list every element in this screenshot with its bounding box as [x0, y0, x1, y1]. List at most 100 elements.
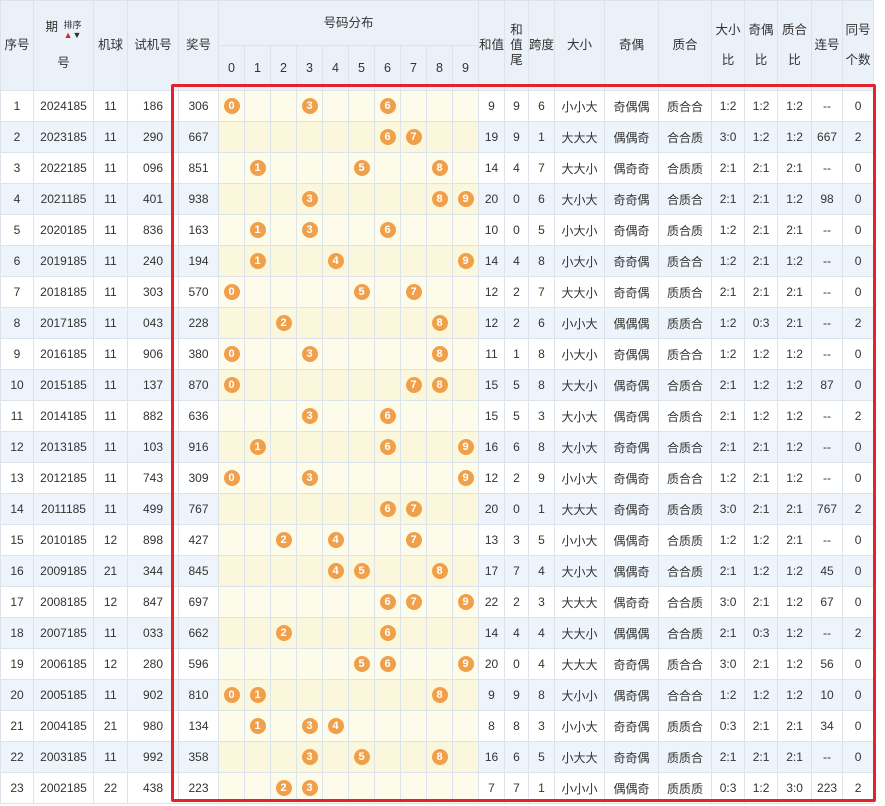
table-row: 14 2011185 11 499 767 6 7 20 0 1 大大大 奇偶奇 质合质 3:0 2:1 2:… — [0, 493, 875, 525]
cell-digit-5 — [348, 462, 375, 494]
cell-same-count: 0 — [842, 524, 875, 556]
header-digit-6: 6 — [374, 45, 401, 91]
cell-digit-9 — [452, 524, 479, 556]
cell-odd-even: 奇奇偶 — [604, 648, 660, 680]
cell-digit-3 — [296, 152, 323, 184]
cell-sum-tail: 0 — [504, 648, 530, 680]
cell-digit-5 — [348, 214, 375, 246]
cell-sum-tail: 3 — [504, 524, 530, 556]
cell-bs-ratio: 2:1 — [711, 369, 746, 401]
cell-trial: 980 — [127, 710, 179, 742]
cell-digit-6: 6 — [374, 121, 401, 153]
sort-down-icon[interactable]: ▼ — [72, 30, 82, 41]
cell-seq: 5 — [0, 214, 34, 246]
digit-ball: 7 — [405, 532, 422, 548]
cell-digit-1 — [244, 648, 271, 680]
digit-ball: 5 — [353, 284, 370, 300]
cell-consecutive: 223 — [811, 772, 844, 804]
cell-sum-tail: 2 — [504, 462, 530, 494]
cell-digit-5 — [348, 431, 375, 463]
digit-ball: 4 — [327, 718, 344, 734]
cell-sum-tail: 6 — [504, 431, 530, 463]
cell-trial: 290 — [127, 121, 179, 153]
cell-digit-3: 3 — [296, 214, 323, 246]
cell-prime-composite: 质质合 — [658, 741, 713, 773]
cell-digit-0 — [218, 121, 245, 153]
digit-ball: 4 — [327, 563, 344, 579]
table-row: 1 2024185 11 186 306 0 3 6 9 9 6 小小大 奇偶偶 质合合 1:2 1:2 1:2… — [0, 90, 875, 122]
digit-ball: 1 — [249, 160, 266, 176]
table-row: 2 2023185 11 290 667 6 7 19 9 1 大大大 偶偶奇 合合质 3:0 1:2 1:2… — [0, 121, 875, 153]
cell-digit-6 — [374, 772, 401, 804]
cell-digit-9 — [452, 338, 479, 370]
cell-digit-5: 5 — [348, 152, 375, 184]
cell-seq: 2 — [0, 121, 34, 153]
cell-digit-8: 8 — [426, 679, 453, 711]
digit-ball: 3 — [301, 346, 318, 362]
table-row: 22 2003185 11 992 358 3 5 8 16 6 5 小大大 奇奇偶 质质合 2:1 2:1 2… — [0, 741, 875, 773]
cell-sum: 15 — [477, 400, 506, 432]
cell-odd-even: 偶奇偶 — [604, 400, 660, 432]
digit-ball: 0 — [223, 98, 240, 114]
cell-sum-tail: 4 — [504, 245, 530, 277]
cell-trial: 882 — [127, 400, 179, 432]
cell-machine-ball: 11 — [93, 245, 128, 277]
cell-digit-5: 5 — [348, 741, 375, 773]
cell-digit-2 — [270, 586, 297, 618]
cell-span: 6 — [528, 183, 556, 215]
table-row: 6 2019185 11 240 194 1 4 9 14 4 8 小大小 奇奇偶 质合合 1:2 2:1 1:… — [0, 245, 875, 277]
cell-sum: 11 — [477, 338, 506, 370]
cell-pc-ratio: 1:2 — [777, 183, 813, 215]
cell-pc-ratio: 2:1 — [777, 276, 813, 308]
cell-same-count: 0 — [842, 679, 875, 711]
cell-big-small: 大小大 — [554, 400, 606, 432]
header-period[interactable]: 期 排序 ▲▼ 号 — [33, 0, 94, 91]
digit-ball: 6 — [379, 408, 396, 424]
cell-digit-1 — [244, 741, 271, 773]
cell-prime-composite: 合合合 — [658, 679, 713, 711]
cell-prime-composite: 质质合 — [658, 710, 713, 742]
cell-digit-8 — [426, 214, 453, 246]
cell-digit-3: 3 — [296, 90, 323, 122]
cell-same-count: 0 — [842, 338, 875, 370]
cell-oe-ratio: 2:1 — [744, 214, 779, 246]
cell-sum: 13 — [477, 524, 506, 556]
cell-digit-2 — [270, 462, 297, 494]
cell-span: 8 — [528, 369, 556, 401]
header-same-b: 个数 — [845, 53, 871, 67]
cell-pc-ratio: 1:2 — [777, 462, 813, 494]
cell-prize: 697 — [178, 586, 219, 618]
cell-sum-tail: 7 — [504, 772, 530, 804]
cell-machine-ball: 11 — [93, 617, 128, 649]
digit-ball: 6 — [379, 625, 396, 641]
cell-sum-tail: 0 — [504, 214, 530, 246]
cell-period: 2014185 — [33, 400, 94, 432]
cell-sum-tail: 7 — [504, 555, 530, 587]
sort-icon[interactable]: 排序 ▲▼ — [63, 20, 81, 41]
cell-digit-8 — [426, 121, 453, 153]
cell-digit-8 — [426, 524, 453, 556]
cell-span: 1 — [528, 772, 556, 804]
cell-prize: 636 — [178, 400, 219, 432]
cell-prize: 163 — [178, 214, 219, 246]
cell-consecutive: 667 — [811, 121, 844, 153]
cell-odd-even: 奇偶偶 — [604, 338, 660, 370]
cell-digit-4 — [322, 276, 349, 308]
header-consecutive: 连号 — [811, 0, 844, 91]
cell-seq: 16 — [0, 555, 34, 587]
cell-oe-ratio: 2:1 — [744, 493, 779, 525]
cell-digit-7 — [400, 245, 427, 277]
cell-digit-4 — [322, 772, 349, 804]
cell-bs-ratio: 2:1 — [711, 152, 746, 184]
header-odd-even: 奇偶 — [604, 0, 660, 91]
cell-digit-9 — [452, 493, 479, 525]
cell-period: 2021185 — [33, 183, 94, 215]
sort-up-icon[interactable]: ▲ — [63, 30, 73, 41]
cell-sum: 12 — [477, 307, 506, 339]
cell-digit-6 — [374, 679, 401, 711]
cell-digit-2 — [270, 648, 297, 680]
cell-odd-even: 偶偶奇 — [604, 121, 660, 153]
table-row: 12 2013185 11 103 916 1 6 9 16 6 8 大小大 奇奇偶 合质合 2:1 2:1 1… — [0, 431, 875, 463]
cell-digit-3: 3 — [296, 462, 323, 494]
cell-same-count: 0 — [842, 214, 875, 246]
